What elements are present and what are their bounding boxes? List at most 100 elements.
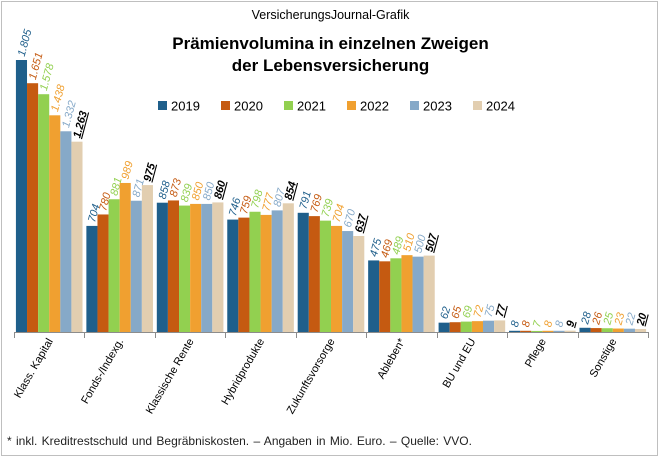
- chart-subtitle: der Lebensversicherung: [231, 56, 430, 75]
- value-label-bu-und-eu-2021: 69: [461, 304, 476, 319]
- value-label-zukunftsvorsorge-2024: 637: [353, 212, 370, 234]
- bar-klassische-rente-2023: [201, 203, 213, 332]
- bar-bu-und-eu-2021: [460, 321, 472, 332]
- bar-fonds-indexg-2020: [97, 214, 109, 332]
- bar-zukunftsvorsorge-2020: [308, 216, 320, 332]
- bar-fonds-indexg-2024: [141, 185, 153, 332]
- bar-sonstige-2023: [623, 328, 635, 332]
- value-label-pflege-2024: 9: [564, 319, 577, 329]
- footnote: * inkl. Kreditrestschuld und Begräbnisko…: [7, 434, 472, 448]
- bar-zukunftsvorsorge-2021: [319, 220, 331, 332]
- bar-klass-kapital-2022: [49, 115, 61, 332]
- bar-klass-kapital-2023: [60, 131, 72, 332]
- legend-swatch-2024: [473, 101, 482, 110]
- bar-fonds-indexg-2022: [119, 182, 131, 332]
- chart-title: Prämienvolumina in einzelnen Zweigen der…: [0, 33, 661, 77]
- category-label-pflege: Pflege: [523, 337, 549, 370]
- bar-pflege-2021: [531, 330, 543, 332]
- bar-hybridprodukte-2019: [227, 219, 239, 332]
- legend-label-2022: 2022: [360, 99, 389, 114]
- legend-label-2024: 2024: [486, 99, 515, 114]
- bar-hybridprodukte-2023: [271, 210, 283, 332]
- value-label-ableben-2021: 489: [390, 235, 406, 256]
- value-label-klassische-rente-2019: 858: [157, 179, 174, 201]
- bar-ableben-2021: [390, 258, 402, 332]
- bar-ableben-2019: [368, 260, 380, 332]
- value-label-fonds-indexg-2024: 975: [142, 161, 159, 183]
- value-label-klassische-rente-2021: 839: [179, 183, 195, 204]
- value-label-zukunftsvorsorge-2019: 791: [298, 190, 314, 211]
- bar-pflege-2022: [542, 330, 554, 332]
- value-label-hybridprodukte-2023: 807: [272, 186, 289, 208]
- bar-ableben-2023: [412, 256, 424, 332]
- bar-sonstige-2022: [612, 328, 624, 332]
- value-label-bu-und-eu-2019: 62: [438, 305, 453, 320]
- bar-pflege-2024: [564, 330, 576, 332]
- bar-bu-und-eu-2020: [449, 322, 461, 332]
- legend-swatch-2023: [410, 101, 419, 110]
- bar-pflege-2020: [520, 330, 532, 332]
- bar-klass-kapital-2024: [71, 141, 83, 332]
- category-label-fonds-indexg: Fonds-/Indexg.: [79, 337, 126, 407]
- value-label-ableben-2020: 469: [379, 238, 395, 259]
- value-label-pflege-2022: 8: [542, 319, 555, 329]
- value-label-bu-und-eu-2023: 75: [483, 303, 498, 319]
- source-label: VersicherungsJournal-Grafik: [251, 8, 410, 22]
- category-label-hybridprodukte: Hybridprodukte: [219, 337, 267, 408]
- bar-hybridprodukte-2020: [238, 217, 250, 332]
- value-label-hybridprodukte-2020: 759: [238, 195, 254, 216]
- bar-klassische-rente-2022: [190, 203, 202, 332]
- value-label-klassische-rente-2020: 873: [168, 177, 185, 199]
- value-label-sonstige-2022: 23: [612, 311, 627, 328]
- bar-klassische-rente-2020: [167, 200, 180, 332]
- bar-klass-kapital-2020: [27, 83, 39, 332]
- bar-hybridprodukte-2022: [260, 214, 272, 332]
- legend-label-2020: 2020: [234, 99, 263, 114]
- category-label-ableben: Ableben*: [375, 336, 408, 381]
- category-label-klassische-rente: Klassische Rente: [144, 337, 197, 417]
- value-label-pflege-2019: 8: [509, 319, 522, 329]
- bar-ableben-2022: [401, 255, 413, 332]
- value-label-zukunftsvorsorge-2023: 670: [342, 207, 359, 229]
- bar-klass-kapital-2019: [15, 60, 28, 332]
- bar-sonstige-2024: [634, 328, 647, 332]
- value-label-klassische-rente-2023: 850: [201, 180, 218, 202]
- value-label-ableben-2024: 507: [424, 232, 441, 254]
- value-label-zukunftsvorsorge-2021: 739: [320, 198, 336, 219]
- category-label-bu-und-eu: BU und EU: [441, 336, 479, 390]
- value-label-zukunftsvorsorge-2022: 704: [331, 203, 347, 224]
- chart-title-line-1: Prämienvolumina in einzelnen Zweigen: [172, 34, 489, 53]
- legend-swatch-2021: [284, 101, 293, 110]
- bar-zukunftsvorsorge-2023: [342, 231, 354, 332]
- value-label-hybridprodukte-2022: 777: [260, 191, 277, 213]
- value-label-bu-und-eu-2022: 72: [472, 304, 487, 319]
- bar-fonds-indexg-2019: [86, 225, 98, 332]
- value-label-klassische-rente-2024: 860: [212, 178, 229, 200]
- legend-swatch-2022: [347, 101, 356, 110]
- category-label-zukunftsvorsorge: Zukunftsvorsorge: [285, 337, 338, 417]
- bar-fonds-indexg-2023: [130, 200, 142, 332]
- bar-klass-kapital-2021: [38, 94, 50, 332]
- value-label-sonstige-2024: 20: [635, 311, 650, 328]
- bar-bu-und-eu-2024: [494, 320, 506, 332]
- bar-pflege-2023: [553, 330, 565, 332]
- bar-klassische-rente-2024: [212, 202, 224, 332]
- bar-klassische-rente-2019: [156, 202, 168, 332]
- bar-hybridprodukte-2021: [249, 211, 261, 332]
- value-label-klassische-rente-2022: 850: [190, 180, 207, 202]
- bar-sonstige-2020: [590, 328, 602, 332]
- category-label-sonstige: Sonstige: [588, 337, 620, 380]
- value-label-ableben-2023: 500: [412, 233, 429, 255]
- value-label-fonds-indexg-2022: 989: [120, 160, 136, 181]
- value-label-sonstige-2019: 28: [579, 310, 594, 327]
- category-label-klass-kapital: Klass. Kapital: [12, 337, 56, 401]
- bar-zukunftsvorsorge-2024: [353, 236, 365, 332]
- bar-ableben-2020: [379, 261, 391, 332]
- value-label-hybridprodukte-2021: 798: [249, 188, 266, 210]
- legend-label-2023: 2023: [423, 99, 452, 114]
- bar-bu-und-eu-2019: [438, 322, 450, 332]
- legend-label-2021: 2021: [297, 99, 326, 114]
- value-label-sonstige-2023: 22: [623, 312, 638, 328]
